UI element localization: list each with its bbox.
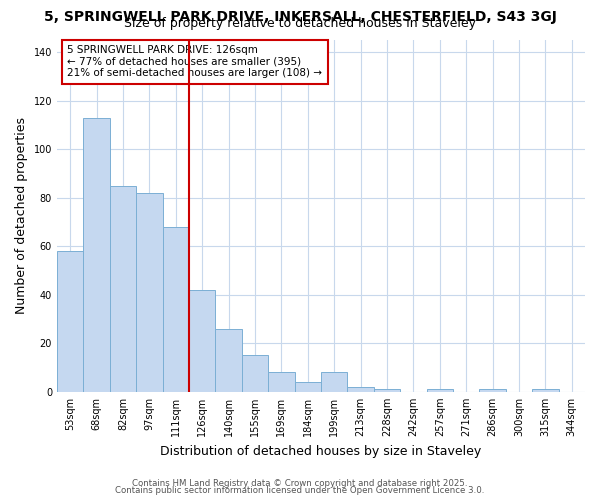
Bar — [532, 390, 559, 392]
Bar — [479, 390, 506, 392]
Bar — [83, 118, 110, 392]
Bar — [242, 356, 268, 392]
Bar — [268, 372, 295, 392]
Y-axis label: Number of detached properties: Number of detached properties — [15, 118, 28, 314]
Bar — [136, 193, 163, 392]
Bar — [189, 290, 215, 392]
Text: Contains HM Land Registry data © Crown copyright and database right 2025.: Contains HM Land Registry data © Crown c… — [132, 478, 468, 488]
Bar — [110, 186, 136, 392]
Bar — [295, 382, 321, 392]
Bar — [427, 390, 453, 392]
Bar — [215, 328, 242, 392]
Bar — [163, 227, 189, 392]
X-axis label: Distribution of detached houses by size in Staveley: Distribution of detached houses by size … — [160, 444, 482, 458]
Bar — [374, 390, 400, 392]
Bar — [57, 251, 83, 392]
Text: 5 SPRINGWELL PARK DRIVE: 126sqm
← 77% of detached houses are smaller (395)
21% o: 5 SPRINGWELL PARK DRIVE: 126sqm ← 77% of… — [67, 46, 322, 78]
Text: Contains public sector information licensed under the Open Government Licence 3.: Contains public sector information licen… — [115, 486, 485, 495]
Bar — [347, 387, 374, 392]
Text: Size of property relative to detached houses in Staveley: Size of property relative to detached ho… — [124, 18, 476, 30]
Text: 5, SPRINGWELL PARK DRIVE, INKERSALL, CHESTERFIELD, S43 3GJ: 5, SPRINGWELL PARK DRIVE, INKERSALL, CHE… — [44, 10, 556, 24]
Bar — [321, 372, 347, 392]
